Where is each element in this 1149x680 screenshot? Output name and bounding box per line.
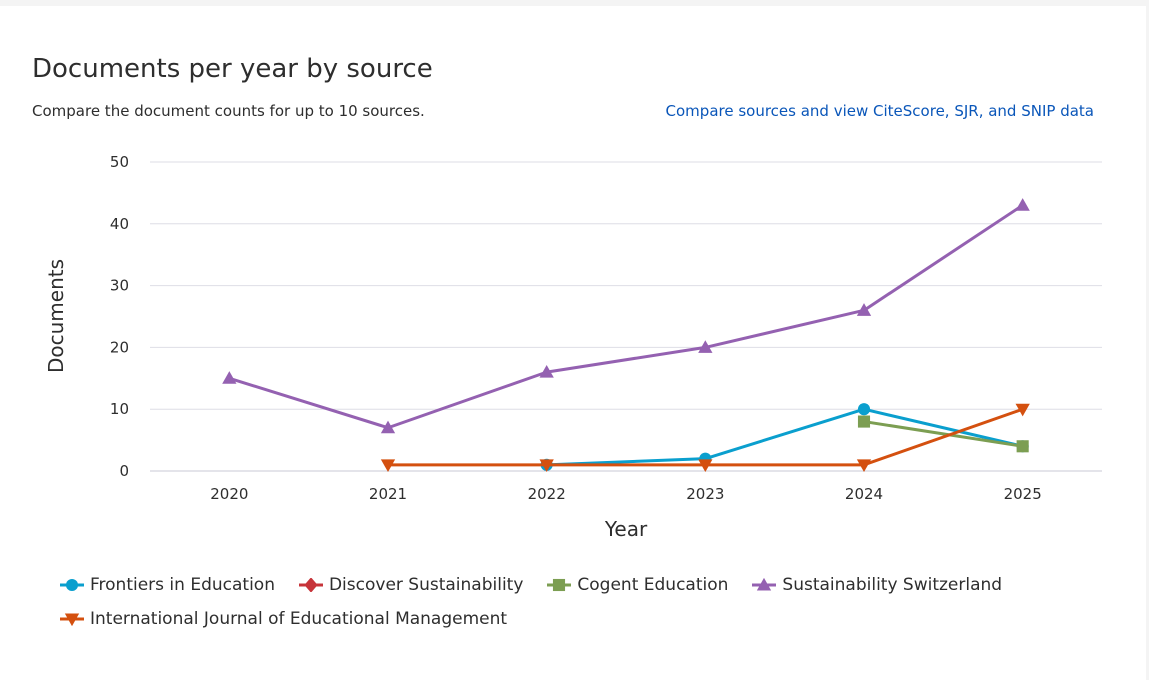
diamond-marker-icon	[298, 578, 323, 592]
data-point	[380, 420, 396, 434]
data-point	[698, 459, 713, 472]
legend-marker	[553, 578, 566, 592]
legend-row: Frontiers in Education Discover Sustainab…	[60, 568, 1060, 602]
x-tick-label: 2025	[1004, 485, 1042, 503]
x-tick-label: 2021	[369, 485, 407, 503]
data-point	[1016, 440, 1029, 453]
page-title: Documents per year by source	[32, 54, 433, 84]
legend-label: Frontiers in Education	[90, 575, 275, 595]
legend-marker	[65, 578, 79, 592]
legend-item[interactable]: Discover Sustainability	[298, 575, 524, 595]
data-point	[856, 459, 872, 472]
legend-item[interactable]: Frontiers in Education	[60, 575, 275, 595]
series-line	[228, 204, 1024, 430]
chart-legend: Frontiers in Education Discover Sustainab…	[60, 568, 1060, 636]
chart-subtitle: Compare the document counts for up to 10…	[32, 102, 425, 120]
series-international-journal-of-educational-management	[380, 403, 1030, 472]
legend-label: Cogent Education	[577, 575, 729, 595]
data-point	[380, 459, 396, 472]
y-tick-label: 40	[110, 215, 129, 233]
chart-card: Documents per year by source Compare the…	[0, 6, 1146, 680]
square-marker-icon	[547, 578, 572, 592]
legend-marker	[304, 578, 318, 592]
y-tick-label: 0	[119, 462, 129, 480]
y-axis-label: Documents	[44, 259, 68, 373]
circle-marker-icon	[60, 578, 84, 592]
data-point	[222, 371, 237, 384]
compare-sources-link[interactable]: Compare sources and view CiteScore, SJR,…	[665, 102, 1094, 120]
legend-label: Discover Sustainability	[328, 575, 524, 595]
legend-item[interactable]: International Journal of Educational Man…	[60, 609, 507, 629]
series-line	[546, 407, 1024, 467]
x-axis-label: Year	[604, 517, 648, 541]
data-point	[539, 364, 554, 378]
legend-marker	[757, 578, 772, 591]
y-tick-label: 50	[110, 153, 129, 171]
series-sustainability-switzerland	[222, 198, 1030, 434]
x-tick-label: 2022	[528, 485, 566, 503]
y-tick-label: 30	[110, 277, 129, 295]
legend-row: International Journal of Educational Man…	[60, 602, 1060, 636]
x-tick-label: 2023	[686, 485, 724, 503]
data-point	[857, 415, 871, 428]
data-point	[856, 303, 872, 316]
series-line	[863, 420, 1023, 448]
legend-label: Sustainability Switzerland	[782, 575, 1003, 595]
y-tick-label: 20	[110, 338, 129, 356]
triangle-up-marker-icon	[752, 578, 777, 591]
legend-item[interactable]: Cogent Education	[547, 575, 728, 595]
data-point	[698, 340, 713, 353]
legend-label: International Journal of Educational Man…	[90, 609, 508, 629]
data-point	[1015, 403, 1030, 417]
data-point	[539, 459, 554, 472]
series-cogent-education	[857, 415, 1029, 453]
x-tick-label: 2020	[210, 485, 248, 503]
y-tick-label: 10	[110, 400, 129, 418]
x-tick-label: 2024	[845, 485, 883, 503]
legend-item[interactable]: Sustainability Switzerland	[752, 575, 1002, 595]
legend-marker	[64, 613, 80, 626]
data-point	[857, 403, 871, 416]
data-point	[1015, 198, 1030, 211]
triangle-down-marker-icon	[60, 613, 84, 626]
